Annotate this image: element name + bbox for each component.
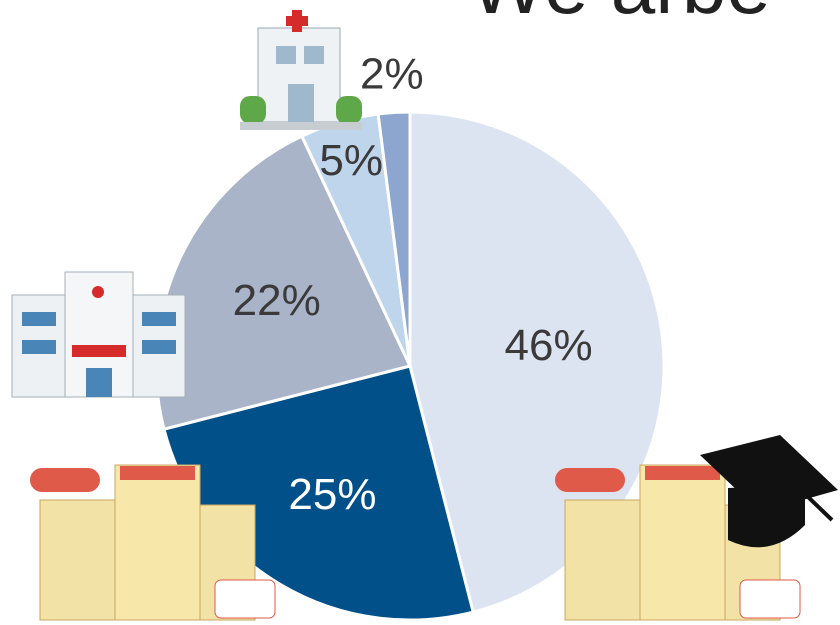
slice-label: 2% bbox=[360, 50, 424, 99]
slice-label: 22% bbox=[233, 276, 321, 325]
pie-slice bbox=[376, 110, 412, 367]
slice-label: 46% bbox=[505, 321, 593, 370]
hospital-icon bbox=[11, 271, 186, 398]
clinic-icon bbox=[240, 10, 362, 130]
slice-label: 5% bbox=[319, 136, 383, 185]
slice-label: 25% bbox=[288, 470, 376, 519]
chart-title: We arbe bbox=[470, 0, 771, 30]
graduation-cap bbox=[700, 435, 838, 548]
hospital-complex-left bbox=[30, 464, 276, 621]
